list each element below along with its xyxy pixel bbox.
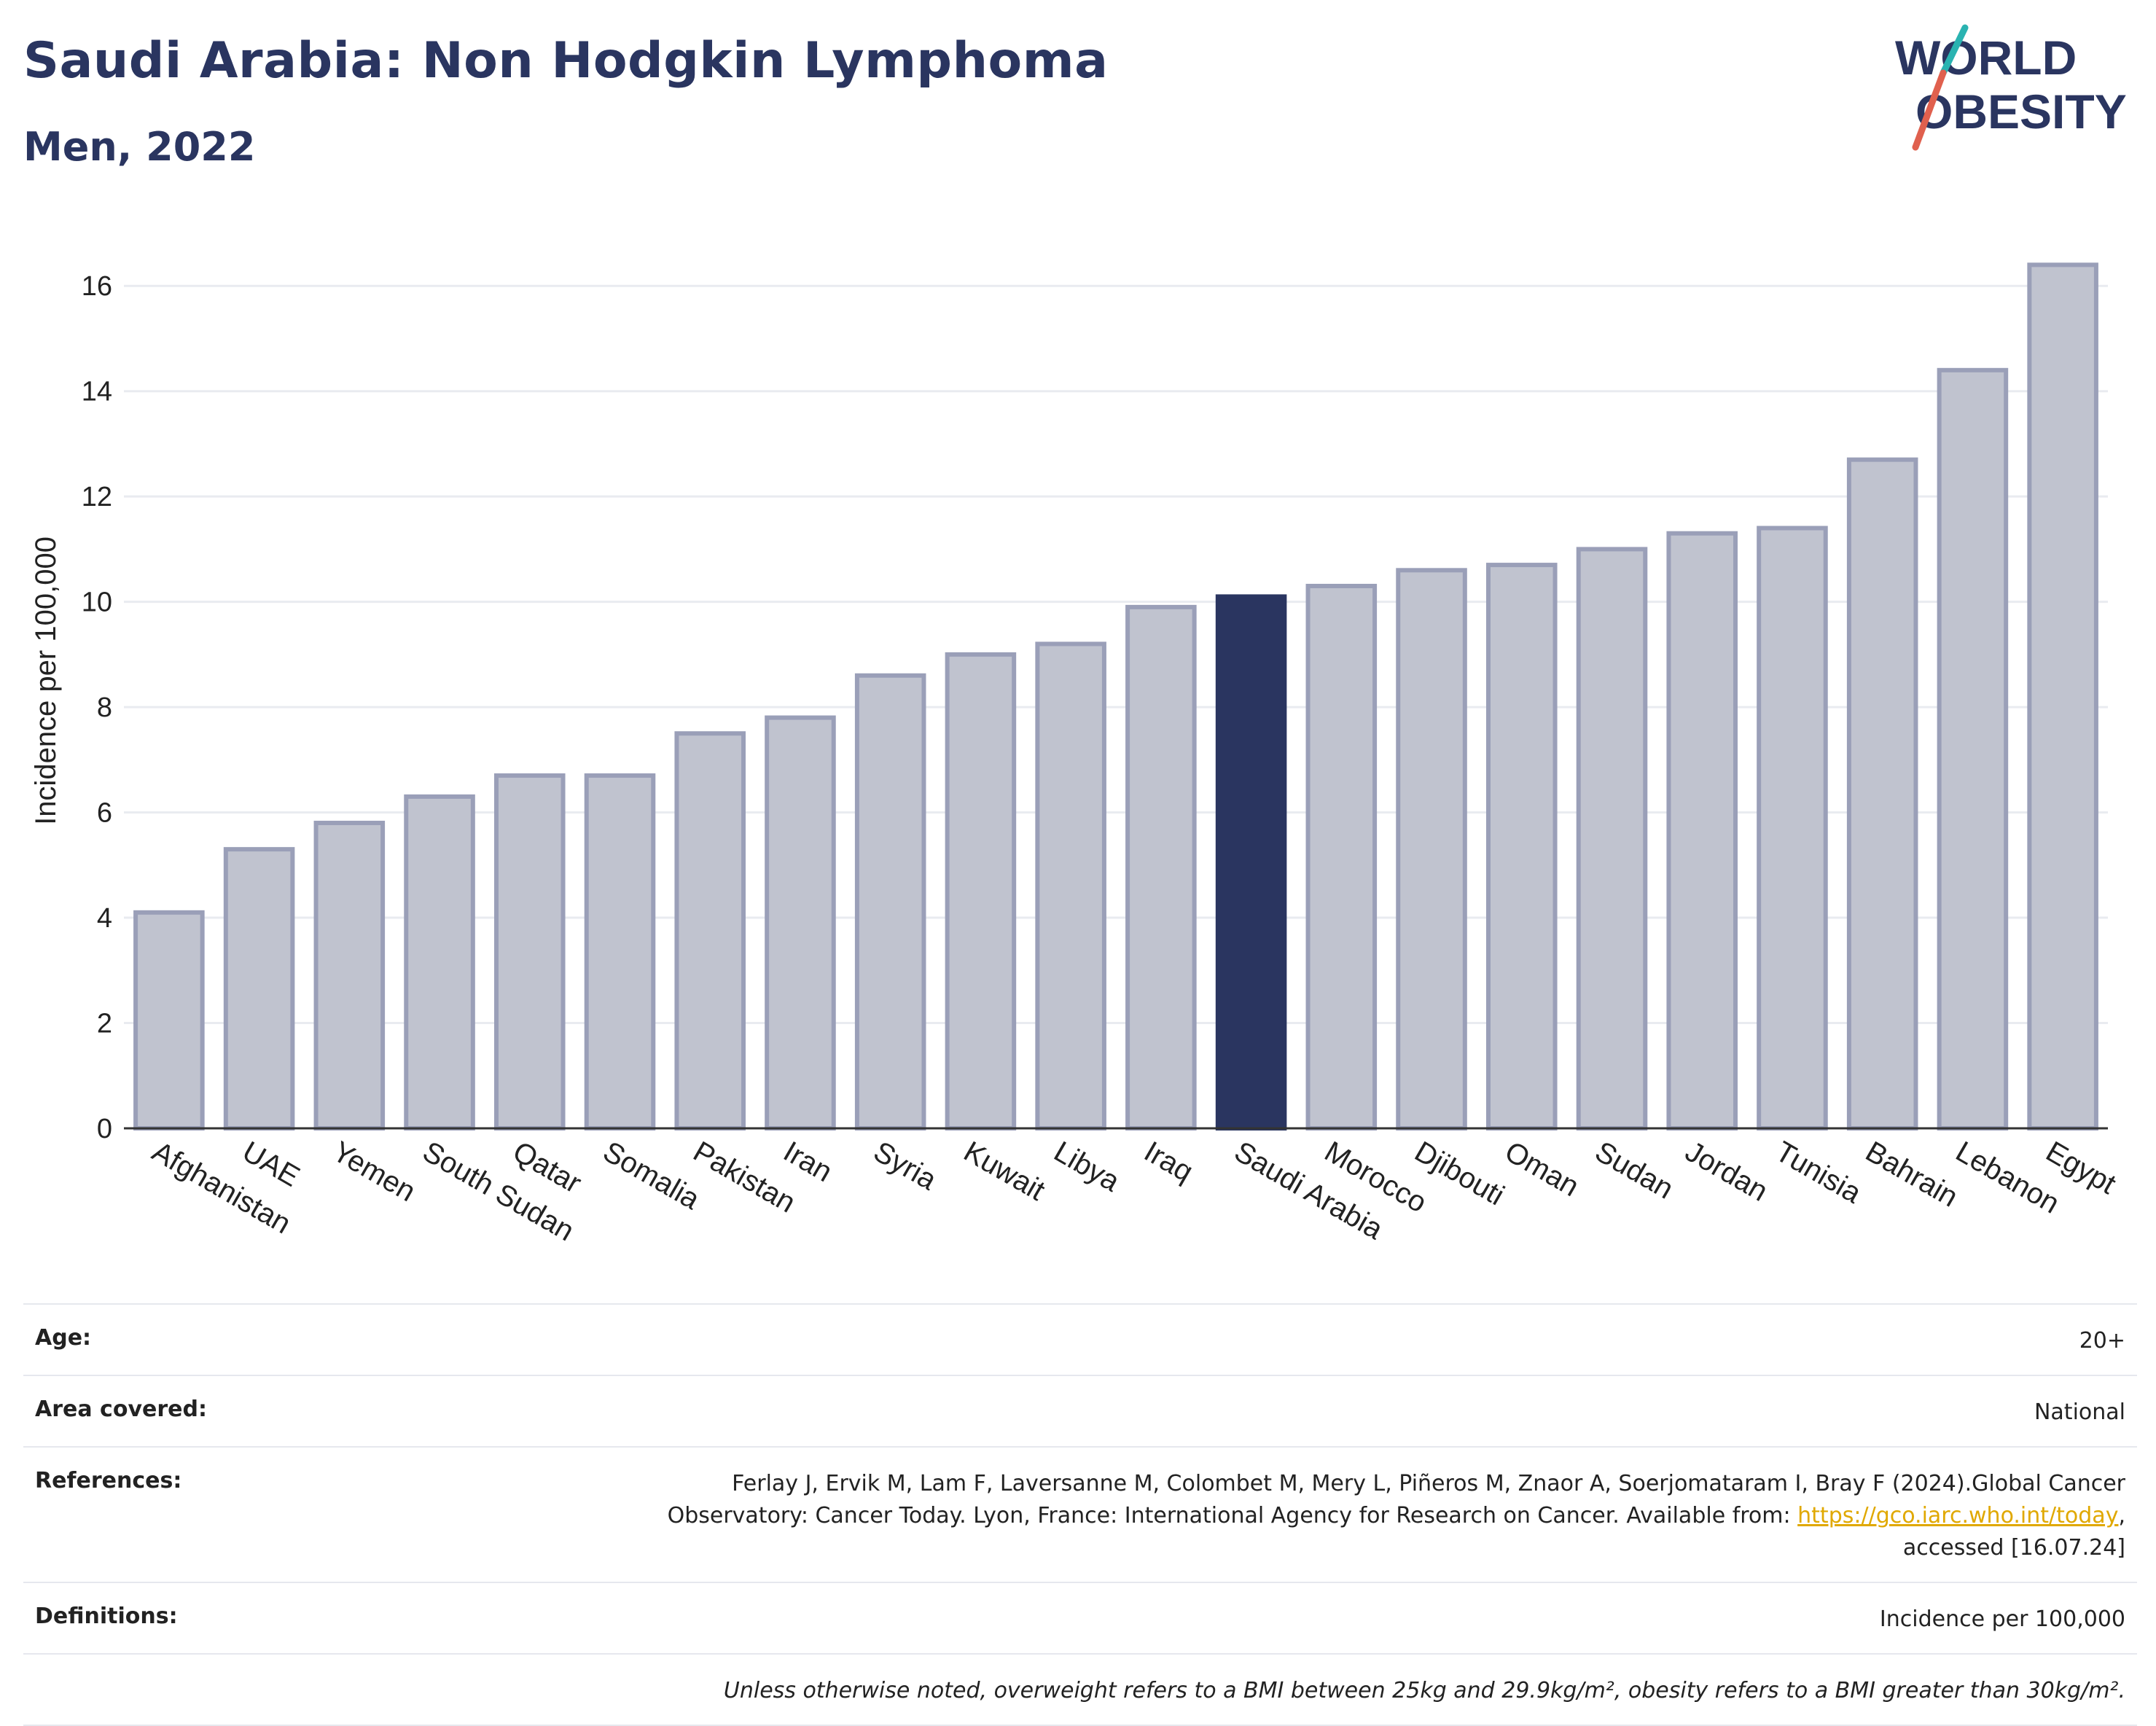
x-tick-label: Iraq [1138, 1136, 1198, 1189]
logo-letter: W [1895, 31, 1941, 85]
x-tick-label: Iran [778, 1136, 837, 1189]
references-line2: Observatory: Cancer Today. Lyon, France:… [667, 1503, 1798, 1528]
x-tick-label: Kuwait [958, 1136, 1050, 1207]
svg-text:WORLD: WORLD [1895, 31, 2077, 85]
svg-text:OBESITY: OBESITY [1915, 85, 2127, 138]
x-tick-label: Jordan [1680, 1136, 1773, 1208]
info-row-references: References: Ferlay J, Ervik M, Lam F, La… [23, 1446, 2137, 1582]
y-tick-label: 4 [97, 903, 112, 934]
bar-south-sudan [404, 794, 475, 1131]
bar-somalia [584, 773, 656, 1131]
x-tick-label: South Sudan [418, 1136, 579, 1248]
page-subtitle: Men, 2022 [23, 124, 256, 170]
bar-jordan [1666, 531, 1738, 1131]
bar-morocco [1305, 583, 1378, 1131]
x-tick-label: Somalia [598, 1136, 706, 1217]
y-tick-label: 12 [82, 482, 112, 512]
y-tick-label: 16 [82, 271, 112, 302]
bar-egypt [2027, 262, 2098, 1131]
bar-yemen [313, 821, 386, 1131]
references-line2-end: , [2118, 1503, 2125, 1528]
age-label: Age: [35, 1325, 92, 1351]
bar-iraq [1125, 604, 1197, 1131]
y-tick-label: 8 [97, 692, 112, 723]
definitions-value: Incidence per 100,000 [1879, 1606, 2125, 1632]
logo-slash-teal [1940, 24, 1969, 77]
y-tick-labels: 0 2 4 6 8 10 12 14 16 [82, 271, 112, 1144]
info-row-age: Age: 20+ [23, 1303, 2137, 1375]
y-tick-label: 0 [97, 1114, 112, 1144]
y-tick-label: 6 [97, 798, 112, 829]
x-tick-label: Syria [868, 1136, 942, 1197]
y-axis-label: Incidence per 100,000 [30, 536, 62, 825]
bar-libya [1035, 641, 1106, 1131]
bars [133, 262, 2098, 1131]
x-tick-label: Bahrain [1860, 1136, 1963, 1214]
world-obesity-logo: WORLD OBESITY [1895, 24, 2127, 151]
x-tick-label: Libya [1049, 1136, 1125, 1198]
info-row-definitions: Definitions: Incidence per 100,000 [23, 1582, 2137, 1653]
bar-kuwait [945, 652, 1017, 1131]
bar-qatar [493, 773, 566, 1131]
age-value: 20+ [2079, 1328, 2125, 1354]
bar-lebanon [1937, 367, 2009, 1131]
logo-letter: RLD [1978, 31, 2077, 85]
x-tick-label: Sudan [1590, 1136, 1679, 1206]
bar-sudan [1576, 547, 1648, 1131]
bar-iran [765, 715, 836, 1131]
page-title: Saudi Arabia: Non Hodgkin Lymphoma [23, 32, 1109, 90]
y-tick-label: 14 [82, 377, 112, 407]
y-tick-label: 2 [97, 1009, 112, 1039]
references-line1: Ferlay J, Ervik M, Lam F, Laversanne M, … [732, 1471, 2125, 1496]
bar-saudi-arabia [1215, 594, 1287, 1131]
bar-bahrain [1846, 457, 1918, 1131]
x-tick-label: Lebanon [1950, 1136, 2065, 1220]
references-label: References: [35, 1468, 182, 1493]
bar-djibouti [1396, 568, 1467, 1131]
x-tick-label: Oman [1499, 1136, 1584, 1203]
area-label: Area covered: [35, 1397, 207, 1422]
area-value: National [2034, 1399, 2125, 1425]
x-tick-label: Yemen [327, 1136, 421, 1208]
definitions-label: Definitions: [35, 1604, 178, 1629]
bar-pakistan [674, 731, 746, 1131]
x-tick-label: Pakistan [688, 1136, 801, 1219]
info-table: Age: 20+ Area covered: National Referenc… [23, 1303, 2137, 1726]
bar-syria [854, 673, 926, 1131]
info-row-note: Unless otherwise noted, overweight refer… [23, 1653, 2137, 1726]
info-row-area: Area covered: National [23, 1375, 2137, 1446]
y-tick-label: 10 [82, 587, 112, 618]
bar-afghanistan [133, 910, 205, 1131]
bar-oman [1485, 563, 1558, 1131]
references-line3: accessed [16.07.24] [1902, 1535, 2125, 1561]
references-value: Ferlay J, Ervik M, Lam F, Laversanne M, … [668, 1468, 2125, 1564]
bar-tunisia [1757, 526, 1828, 1131]
logo-letter: BESITY [1953, 85, 2126, 138]
bmi-note: Unless otherwise noted, overweight refer… [723, 1678, 2125, 1703]
x-tick-label: Tunisia [1770, 1136, 1867, 1210]
references-link[interactable]: https://gco.iarc.who.int/today [1797, 1503, 2119, 1528]
logo-slash-red [1912, 69, 1947, 151]
bar-uae [223, 847, 295, 1131]
